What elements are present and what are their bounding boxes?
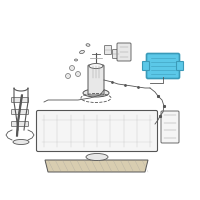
FancyBboxPatch shape <box>36 110 158 152</box>
FancyBboxPatch shape <box>12 121 29 127</box>
Ellipse shape <box>13 140 29 144</box>
Ellipse shape <box>89 64 103 68</box>
FancyBboxPatch shape <box>88 65 104 95</box>
FancyBboxPatch shape <box>161 111 179 143</box>
FancyBboxPatch shape <box>12 98 29 102</box>
FancyBboxPatch shape <box>146 53 180 78</box>
FancyBboxPatch shape <box>177 62 184 71</box>
Circle shape <box>76 72 80 76</box>
Circle shape <box>70 66 74 71</box>
Polygon shape <box>45 160 148 172</box>
Ellipse shape <box>74 59 78 61</box>
FancyBboxPatch shape <box>104 46 112 54</box>
FancyBboxPatch shape <box>112 49 120 58</box>
FancyBboxPatch shape <box>142 62 150 71</box>
Circle shape <box>66 73 70 78</box>
Ellipse shape <box>80 50 84 54</box>
FancyBboxPatch shape <box>12 110 29 114</box>
Ellipse shape <box>83 89 109 97</box>
FancyBboxPatch shape <box>117 43 131 61</box>
Ellipse shape <box>86 44 90 46</box>
Ellipse shape <box>86 154 108 160</box>
